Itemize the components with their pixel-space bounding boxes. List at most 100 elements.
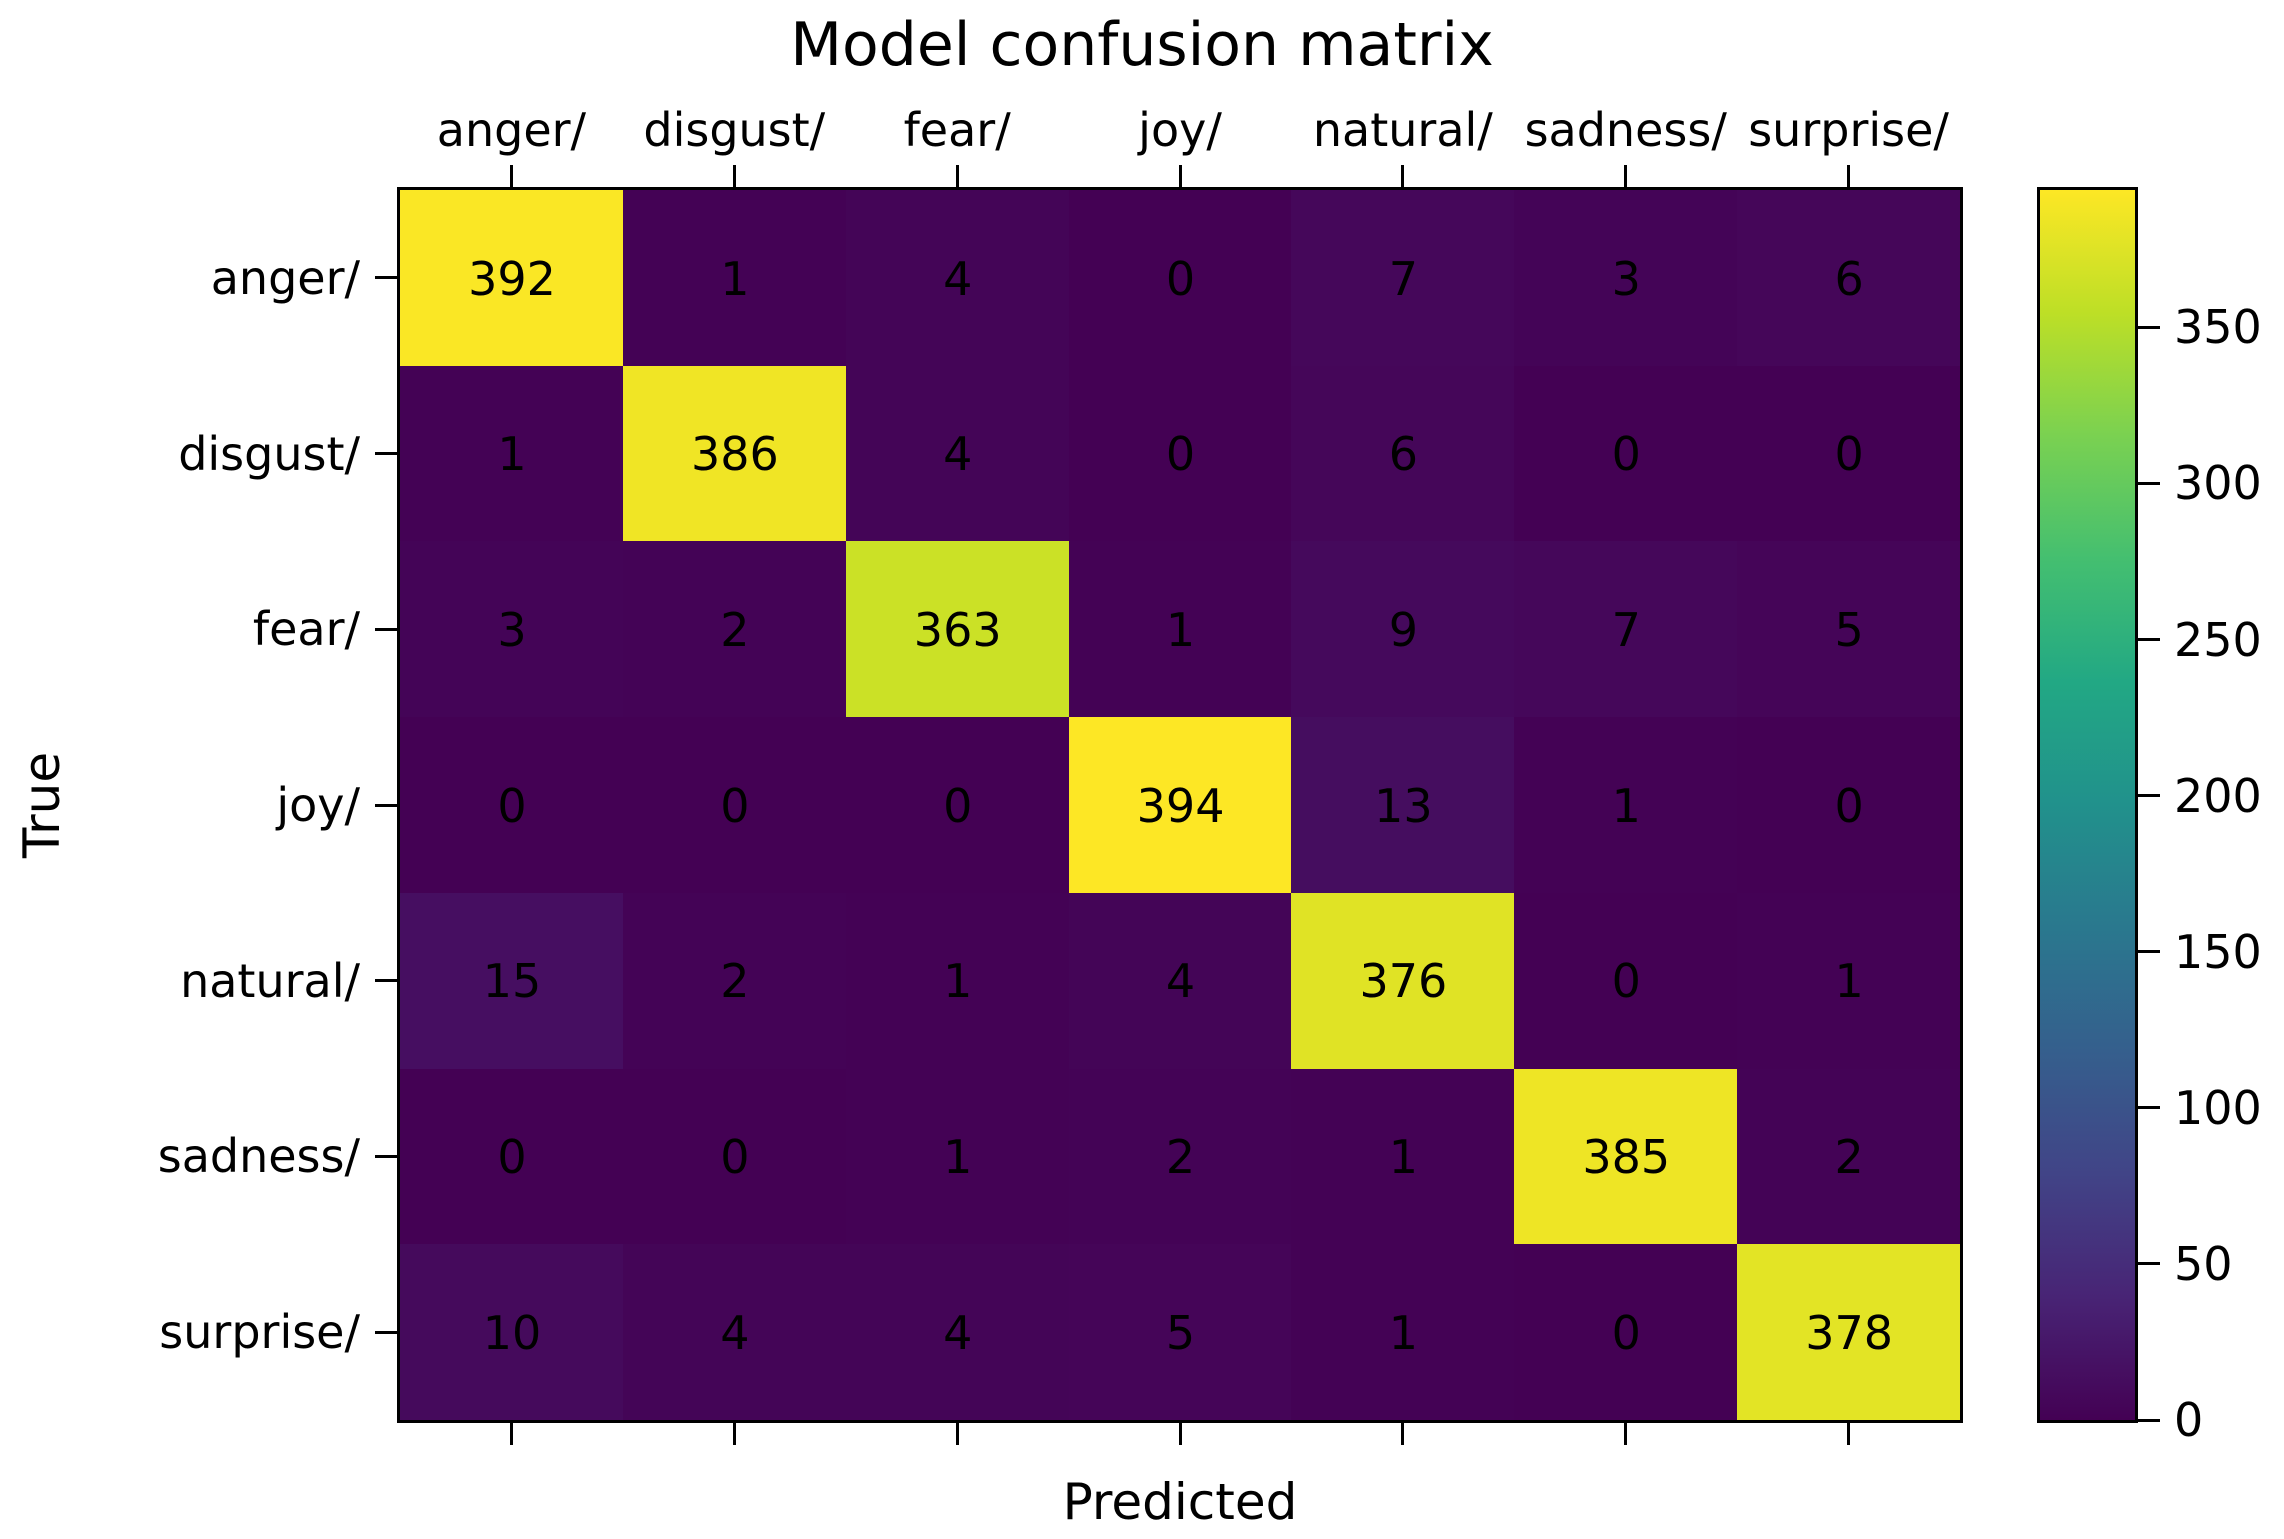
cell-value: 1 (1388, 1305, 1419, 1360)
cell-value: 4 (1165, 954, 1196, 1009)
cell-value: 394 (1136, 778, 1225, 833)
matrix-cell: 0 (622, 1068, 847, 1246)
colorbar-tick-label: 100 (2174, 1080, 2262, 1135)
y-tick-label: natural/ (180, 953, 360, 1008)
matrix-cell: 7 (1514, 541, 1739, 719)
matrix-cell: 1 (1068, 541, 1293, 719)
matrix-cell: 392 (400, 190, 624, 367)
colorbar-tick-mark (2138, 638, 2160, 642)
x-tick-mark (509, 1423, 513, 1445)
y-tick-label: fear/ (252, 602, 360, 657)
matrix-cell: 0 (1514, 1244, 1739, 1420)
x-tick-label: joy/ (1138, 103, 1222, 157)
cell-value: 4 (943, 251, 973, 306)
matrix-cell: 9 (1291, 541, 1516, 719)
cell-value: 2 (720, 602, 750, 657)
y-tick-mark (375, 276, 397, 280)
matrix-cell: 4 (845, 190, 1070, 367)
x-axis-label: Predicted (1062, 1473, 1298, 1531)
cell-value: 1 (1165, 602, 1196, 657)
cell-value: 363 (913, 602, 1002, 657)
matrix-cell: 0 (1068, 190, 1293, 367)
y-tick-mark (375, 627, 397, 631)
colorbar-tick-mark (2138, 1262, 2160, 1266)
y-axis-label: True (13, 751, 71, 859)
matrix-cell: 13 (1291, 717, 1516, 895)
x-tick-mark (509, 165, 513, 187)
matrix-cell: 0 (1737, 365, 1960, 543)
matrix-cell: 0 (400, 1068, 624, 1246)
cell-value: 13 (1374, 778, 1433, 833)
cell-value: 6 (1834, 251, 1864, 306)
x-tick-label: sadness/ (1524, 103, 1727, 157)
cell-value: 4 (943, 1305, 973, 1360)
matrix-cell: 0 (1514, 365, 1739, 543)
cell-value: 4 (720, 1305, 750, 1360)
cell-value: 5 (1834, 602, 1864, 657)
y-tick-mark (375, 1154, 397, 1158)
colorbar-tick-mark (2138, 1418, 2160, 1422)
matrix-cell: 378 (1737, 1244, 1960, 1420)
x-tick-label: anger/ (436, 103, 587, 157)
cell-value: 6 (1388, 427, 1419, 482)
cell-value: 0 (1834, 778, 1864, 833)
cell-value: 0 (1165, 427, 1196, 482)
colorbar-tick-label: 50 (2174, 1236, 2233, 1291)
matrix-cell: 376 (1291, 892, 1516, 1070)
matrix-cell: 10 (400, 1244, 624, 1420)
cell-value: 3 (1611, 251, 1641, 306)
heatmap-grid: 392 1 4 0 7 3 6 1 386 4 0 6 0 0 3 2 363 1 9 7 5 0 0 0 394 13 1 0 15 2… (400, 190, 1960, 1420)
matrix-cell: 1 (845, 1068, 1070, 1246)
cell-value: 0 (1611, 427, 1641, 482)
matrix-cell: 2 (622, 892, 847, 1070)
cell-value: 0 (1834, 427, 1864, 482)
cell-value: 0 (720, 1130, 750, 1185)
x-tick-mark (1178, 165, 1182, 187)
matrix-cell: 386 (622, 365, 847, 543)
y-tick-mark (375, 452, 397, 456)
cell-value: 1 (1834, 954, 1864, 1009)
colorbar-tick-mark (2138, 794, 2160, 798)
matrix-cell: 2 (622, 541, 847, 719)
x-tick-mark (1401, 1423, 1405, 1445)
matrix-cell: 3 (400, 541, 624, 719)
colorbar-tick-label: 350 (2174, 300, 2262, 355)
x-tick-mark (1624, 1423, 1628, 1445)
matrix-cell: 1 (1291, 1068, 1516, 1246)
cell-value: 7 (1388, 251, 1419, 306)
matrix-cell: 5 (1068, 1244, 1293, 1420)
cell-value: 1 (943, 954, 973, 1009)
matrix-cell: 0 (1737, 717, 1960, 895)
matrix-cell: 394 (1068, 717, 1293, 895)
cell-value: 385 (1582, 1130, 1671, 1185)
cell-value: 0 (1165, 251, 1196, 306)
cell-value: 1 (1611, 778, 1641, 833)
colorbar (2040, 190, 2135, 1420)
cell-value: 2 (1834, 1130, 1864, 1185)
x-tick-mark (732, 1423, 736, 1445)
cell-value: 0 (497, 778, 527, 833)
matrix-cell: 385 (1514, 1068, 1739, 1246)
matrix-cell: 4 (845, 1244, 1070, 1420)
y-tick-label: joy/ (276, 778, 360, 832)
colorbar-tick-label: 150 (2174, 924, 2262, 979)
colorbar-tick-label: 200 (2174, 768, 2262, 823)
cell-value: 1 (497, 427, 527, 482)
cell-value: 7 (1611, 602, 1641, 657)
y-tick-mark (375, 803, 397, 807)
cell-value: 9 (1388, 602, 1419, 657)
colorbar-tick-label: 250 (2174, 612, 2262, 667)
cell-value: 5 (1165, 1305, 1196, 1360)
matrix-cell: 0 (400, 717, 624, 895)
y-tick-label: surprise/ (159, 1305, 360, 1360)
cell-value: 0 (497, 1130, 527, 1185)
x-tick-label: fear/ (903, 103, 1011, 157)
cell-value: 2 (1165, 1130, 1196, 1185)
x-tick-mark (955, 165, 959, 187)
matrix-cell: 0 (1068, 365, 1293, 543)
matrix-cell: 0 (622, 717, 847, 895)
y-tick-label: sadness/ (157, 1129, 360, 1184)
cell-value: 1 (943, 1130, 973, 1185)
matrix-cell: 3 (1514, 190, 1739, 367)
